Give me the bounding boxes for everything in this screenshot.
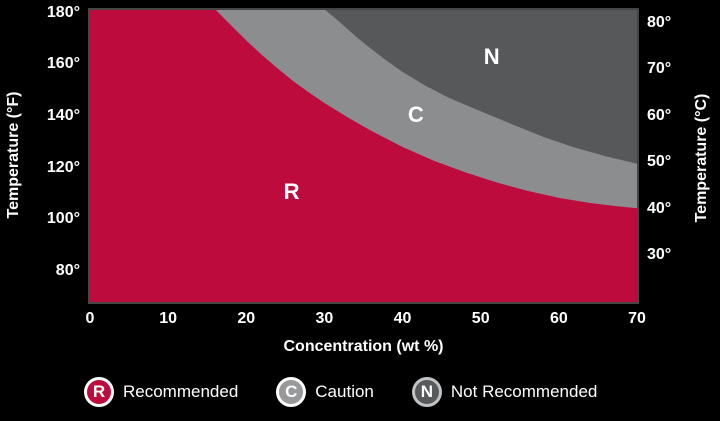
x-tick: 60 <box>549 310 568 327</box>
legend-item-not-recommended: N Not Recommended <box>411 377 598 407</box>
region-areas <box>215 10 637 209</box>
x-tick: 0 <box>85 310 95 327</box>
legend-item-recommended: R Recommended <box>84 377 238 407</box>
x-tick: 30 <box>315 310 334 327</box>
region-label-R: R <box>283 179 300 205</box>
y-tick-c: 80° <box>647 13 672 31</box>
y-tick-c: 30° <box>647 246 672 264</box>
legend: R Recommended C Caution N Not Recommende… <box>84 377 597 407</box>
x-axis-title: Concentration (wt %) <box>283 338 444 355</box>
legend-label: Not Recommended <box>450 382 598 401</box>
y-tick-c: 60° <box>647 106 672 124</box>
legend-label: Caution <box>315 382 374 401</box>
caution-symbol-icon: C <box>276 377 307 407</box>
not-recommended-symbol-icon: N <box>411 377 442 407</box>
recommended-symbol-icon: R <box>84 377 114 407</box>
x-tick: 20 <box>237 310 256 327</box>
x-tick: 40 <box>393 310 412 327</box>
y-tick-c: 40° <box>647 199 672 217</box>
y-axis-left-title: Temperature (°F) <box>5 91 22 219</box>
y-tick-f: 100° <box>46 210 80 228</box>
region-label-C: C <box>407 101 424 127</box>
x-tick: 10 <box>159 310 178 327</box>
y-tick-f: 120° <box>46 158 80 176</box>
region-not-recommended <box>325 10 637 164</box>
x-tick: 50 <box>471 310 490 327</box>
y-tick-f: 180° <box>46 3 80 21</box>
plot-area <box>88 8 639 304</box>
y-tick-f: 140° <box>46 106 80 124</box>
y-tick-f: 160° <box>46 55 80 73</box>
legend-item-caution: C Caution <box>276 377 374 407</box>
legend-label: Recommended <box>123 382 239 401</box>
y-tick-c: 70° <box>647 60 672 78</box>
y-tick-f: 80° <box>55 261 80 279</box>
x-tick: 70 <box>628 310 646 327</box>
y-tick-c: 50° <box>647 153 672 171</box>
region-label-N: N <box>483 43 500 69</box>
